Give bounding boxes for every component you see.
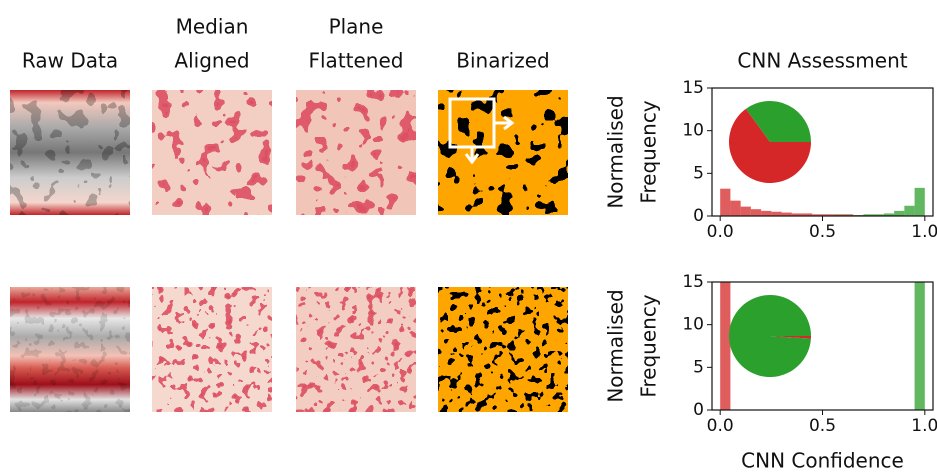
- y-axis-label: Normalised: [604, 289, 628, 402]
- histogram-bar: [771, 212, 781, 216]
- histogram-bar: [730, 201, 740, 216]
- y-tick-label: 5: [693, 163, 704, 183]
- figure: Raw Data Median Aligned Plane Flattened Binar…: [0, 0, 937, 473]
- histogram-bar: [915, 188, 925, 216]
- histogram-bar: [720, 248, 730, 410]
- histogram-bar: [741, 207, 751, 216]
- images: [10, 90, 568, 412]
- x-tick-label: 1.0: [911, 416, 937, 436]
- flattened-texture: [296, 90, 416, 215]
- bars: [720, 188, 925, 216]
- x-tick-label: 1.0: [911, 222, 937, 242]
- raw-texture: [10, 90, 130, 215]
- aligned-texture: [152, 90, 272, 215]
- histogram-bar: [761, 211, 771, 216]
- histogram-bar: [915, 248, 925, 410]
- x-tick-label: 0.0: [707, 416, 734, 436]
- x-tick-label: 0.5: [809, 222, 836, 242]
- y-tick-label: 0: [693, 400, 704, 420]
- binarized-texture: [438, 287, 568, 412]
- histogram-bar: [720, 189, 730, 216]
- y-tick-label: 15: [682, 272, 704, 292]
- column-header: Raw Data: [22, 49, 118, 73]
- y-tick-label: 10: [682, 121, 704, 141]
- aligned-texture: [152, 287, 272, 412]
- y-tick-label: 5: [693, 357, 704, 377]
- pie-slice: [729, 295, 811, 377]
- histogram-bar: [904, 206, 914, 216]
- flattened-texture: [296, 287, 416, 412]
- x-axis-label: CNN Confidence: [741, 449, 904, 473]
- column-header: Plane: [329, 15, 384, 39]
- raw-texture: [10, 287, 130, 412]
- histogram-bar: [751, 209, 761, 216]
- chart-title: CNN Assessment: [737, 49, 907, 73]
- column-header: Median: [176, 15, 249, 39]
- column-header: Aligned: [174, 49, 249, 73]
- y-tick-label: 15: [682, 78, 704, 98]
- y-axis-label: Frequency: [637, 100, 661, 203]
- column-header: Flattened: [309, 49, 404, 73]
- y-tick-label: 10: [682, 315, 704, 335]
- binarized-texture: [438, 90, 568, 215]
- column-header: Binarized: [456, 49, 550, 73]
- x-tick-label: 0.0: [707, 222, 734, 242]
- page: Raw Data Median Aligned Plane Flattened Binar…: [0, 0, 937, 473]
- histogram-bar: [894, 211, 904, 216]
- y-axis-label: Frequency: [637, 294, 661, 397]
- x-tick-label: 0.5: [809, 416, 836, 436]
- y-tick-label: 0: [693, 206, 704, 226]
- y-axis-label: Normalised: [604, 95, 628, 208]
